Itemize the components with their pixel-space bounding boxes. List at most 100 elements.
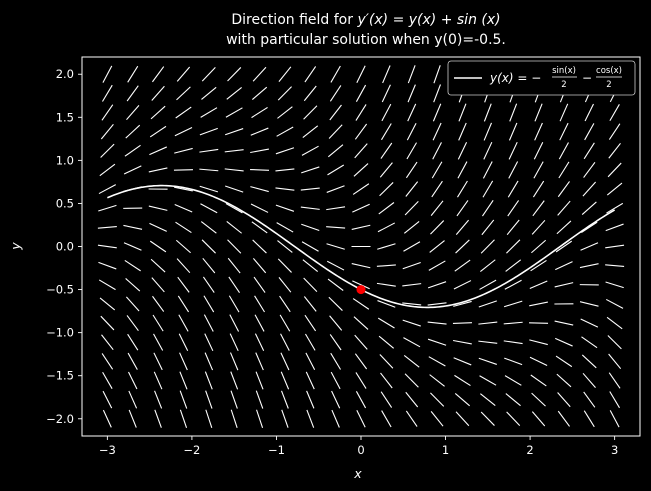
slope-segment <box>200 221 217 234</box>
slope-segment <box>428 356 446 367</box>
y-axis-label: y <box>8 242 23 251</box>
slope-segment <box>531 239 547 254</box>
slope-segment <box>331 409 340 428</box>
x-tick-label: 2 <box>526 443 533 457</box>
slope-segment <box>379 182 394 197</box>
slope-segment <box>530 259 547 272</box>
slope-segment <box>255 371 264 390</box>
slope-segment <box>405 410 418 427</box>
slope-segment <box>225 128 244 136</box>
slope-segment <box>149 146 167 156</box>
slope-segment <box>301 241 319 252</box>
slope-segment <box>432 103 442 122</box>
slope-segment <box>454 374 471 387</box>
slope-segment <box>306 390 315 409</box>
slope-segment <box>102 371 113 389</box>
slope-segment <box>584 103 594 122</box>
slope-segment <box>179 352 188 371</box>
slope-segment <box>584 123 595 141</box>
slope-segment <box>326 260 345 271</box>
slope-segment <box>555 240 573 253</box>
slope-segment <box>377 317 395 329</box>
slope-segment <box>377 222 396 233</box>
slope-segment <box>530 374 547 387</box>
slope-segment <box>101 104 114 121</box>
slope-segment <box>154 409 162 428</box>
slope-segment <box>174 147 193 154</box>
slope-segment <box>228 276 240 293</box>
slope-segment <box>554 320 574 326</box>
slope-segment <box>278 277 292 293</box>
slope-segment <box>482 180 494 198</box>
y-axis-ticks: −2.0 −1.5 −1.0 −0.5 0.0 0.5 1.0 1.5 2.0 <box>46 67 82 426</box>
slope-segment <box>174 127 193 137</box>
slope-segment <box>330 352 342 370</box>
slope-segment <box>581 336 598 349</box>
slope-segment <box>481 219 495 236</box>
slope-segment <box>253 276 266 293</box>
slope-segment <box>98 279 116 291</box>
slope-segment <box>531 411 546 427</box>
slope-segment <box>354 123 368 140</box>
y-tick-label: 1.5 <box>56 110 74 124</box>
slope-segment <box>303 296 317 312</box>
slope-segment <box>280 352 290 371</box>
slope-segment <box>326 243 345 250</box>
slope-segment <box>609 410 620 428</box>
slope-segment <box>377 300 396 308</box>
slope-segment <box>352 183 370 195</box>
slope-segment <box>454 393 471 407</box>
slope-segment <box>503 300 523 308</box>
slope-segment <box>276 222 294 233</box>
slope-segment <box>531 392 546 407</box>
slope-segment <box>353 316 369 330</box>
slope-segment <box>151 85 165 101</box>
slope-segment <box>303 105 318 120</box>
slope-segment <box>558 161 570 179</box>
slope-segment <box>279 314 291 332</box>
slope-segment <box>174 203 193 213</box>
slope-segment <box>508 161 519 179</box>
slope-segment <box>304 333 316 351</box>
slope-segment <box>304 314 317 332</box>
slope-segment <box>100 143 115 158</box>
slope-segment <box>580 318 599 328</box>
slope-segment <box>280 371 290 390</box>
slope-segment <box>354 334 368 350</box>
slope-segment <box>480 411 495 426</box>
slope-segment <box>404 201 419 216</box>
slope-segment <box>504 279 522 290</box>
slope-segment <box>327 164 345 176</box>
slope-segment <box>177 295 190 313</box>
slope-segment <box>404 373 419 388</box>
slope-segment <box>556 220 572 235</box>
slope-segment <box>153 352 163 371</box>
slope-segment <box>99 297 116 311</box>
slope-segment <box>226 221 242 234</box>
slope-segment <box>230 409 238 428</box>
slope-segment <box>328 124 343 139</box>
slope-segment <box>607 335 622 350</box>
slope-segment <box>381 410 392 428</box>
slope-segment <box>329 85 342 102</box>
slope-segment <box>275 147 295 155</box>
x-axis-label: x <box>353 466 362 481</box>
slope-segment <box>278 66 292 82</box>
slope-segment <box>100 123 114 140</box>
slope-segment <box>229 352 239 371</box>
slope-segment <box>532 180 545 198</box>
slope-segment <box>555 337 573 347</box>
slope-segment <box>301 166 320 174</box>
slope-segment <box>251 106 268 119</box>
slope-segment <box>202 276 215 293</box>
slope-segment <box>506 411 521 427</box>
slope-segment <box>150 258 166 273</box>
slope-segment <box>326 185 345 193</box>
slope-segment <box>149 222 167 232</box>
slope-segment <box>556 373 572 388</box>
slope-segment <box>403 241 421 252</box>
slope-segment <box>101 334 114 351</box>
slope-segment <box>225 107 243 118</box>
slope-segment <box>453 300 472 307</box>
